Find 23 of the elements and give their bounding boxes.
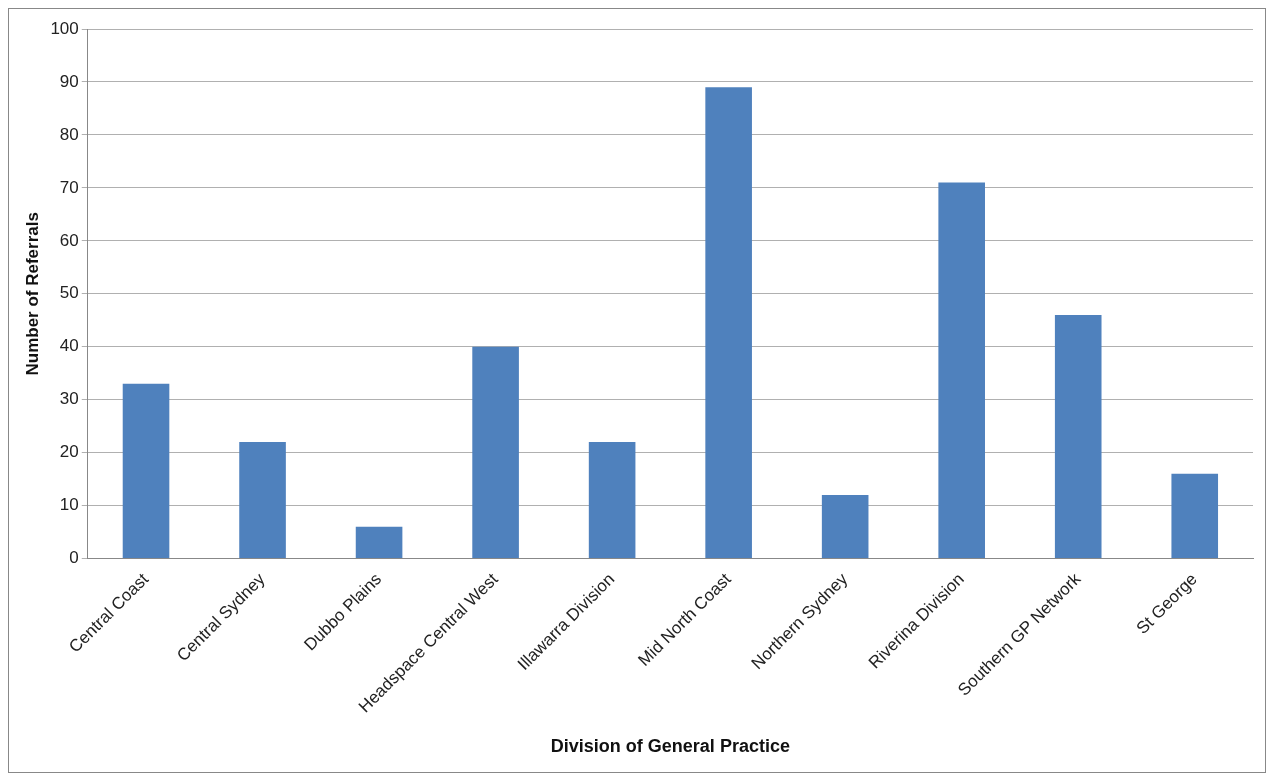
- bar: [705, 87, 752, 559]
- y-tick-label: 60: [59, 230, 79, 250]
- bar: [1171, 473, 1219, 559]
- y-tick-label: 40: [59, 336, 79, 356]
- y-tick-label: 10: [59, 495, 79, 515]
- y-tick-label: 80: [59, 124, 79, 144]
- bar: [122, 383, 170, 559]
- y-tick-label: 30: [59, 389, 79, 409]
- y-axis-title: Number of Referrals: [22, 212, 42, 376]
- y-tick-label: 0: [69, 548, 79, 568]
- bar: [472, 346, 519, 559]
- bar: [355, 526, 403, 559]
- bar: [588, 442, 636, 559]
- y-tick-label: 100: [50, 18, 79, 38]
- bar: [239, 442, 286, 559]
- y-tick-label: 50: [59, 283, 79, 303]
- y-tick-label: 70: [59, 177, 79, 197]
- x-axis-title: Division of General Practice: [550, 736, 790, 757]
- bar: [821, 495, 869, 559]
- y-tick-label: 20: [59, 442, 79, 462]
- y-tick-label: 90: [59, 71, 79, 91]
- bar: [1054, 314, 1102, 559]
- bar: [938, 182, 985, 559]
